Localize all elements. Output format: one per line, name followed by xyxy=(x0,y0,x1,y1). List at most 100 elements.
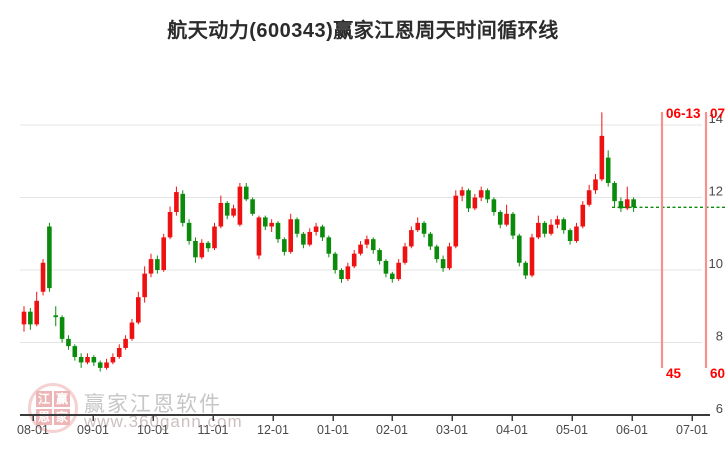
candle-body xyxy=(434,246,440,260)
candle-body xyxy=(167,212,173,238)
candle-body xyxy=(180,193,186,223)
candle-body xyxy=(396,262,401,280)
x-axis-label: 05-01 xyxy=(556,423,588,437)
candle-body xyxy=(72,346,78,357)
candle-body xyxy=(155,259,160,270)
candle-body xyxy=(377,250,382,261)
candle-body xyxy=(580,204,586,227)
candle-body xyxy=(478,190,484,198)
candle-body xyxy=(294,219,300,234)
candle-body xyxy=(631,199,636,208)
candle-body xyxy=(510,213,516,236)
candle-body xyxy=(320,226,325,238)
candle-body xyxy=(618,201,624,209)
candle-body xyxy=(332,253,338,270)
candle-body xyxy=(599,135,605,180)
candle-body xyxy=(390,273,395,280)
candle-body xyxy=(110,357,116,363)
y-axis-label: 14 xyxy=(709,111,723,126)
candle-body xyxy=(364,239,370,245)
candle-body xyxy=(447,246,452,269)
candle-body xyxy=(523,262,528,276)
watermark-logo-grid: 江 赢 恩 家 xyxy=(36,391,70,425)
watermark-logo-char: 家 xyxy=(54,409,70,425)
candle-body xyxy=(199,242,205,258)
candle-body xyxy=(466,190,471,209)
candle-body xyxy=(307,231,313,245)
candle-body xyxy=(415,222,420,231)
watermark-logo-char: 江 xyxy=(36,391,52,407)
candle-body xyxy=(123,338,128,348)
candle-body xyxy=(174,192,179,212)
candle-body xyxy=(205,242,211,249)
cycle-line-number-label: 60 xyxy=(710,366,725,381)
x-axis-label: 08-01 xyxy=(17,423,49,437)
candle-body xyxy=(459,190,465,196)
candle-body xyxy=(193,241,198,258)
candle-body xyxy=(497,212,503,225)
y-axis-label: 8 xyxy=(716,329,723,344)
candle-body xyxy=(40,262,46,292)
candle-body xyxy=(148,259,154,274)
x-axis-label: 06-01 xyxy=(616,423,648,437)
watermark-logo-char: 赢 xyxy=(54,391,70,407)
candle-body xyxy=(345,266,351,280)
candle-body xyxy=(491,199,497,212)
candle-body xyxy=(370,239,376,251)
watermark-logo: 江 赢 恩 家 xyxy=(28,383,78,433)
candle-body xyxy=(186,222,192,241)
x-axis-label: 10-01 xyxy=(137,423,169,437)
candle-body xyxy=(339,270,344,280)
candle-body xyxy=(409,230,414,247)
candle-body xyxy=(472,197,478,209)
candle-body xyxy=(517,235,522,263)
candle-body xyxy=(561,219,567,231)
candle-body xyxy=(53,315,59,318)
x-axis-label: 09-01 xyxy=(77,423,109,437)
candle-body xyxy=(313,226,319,232)
candle-body xyxy=(243,186,249,200)
candle-body xyxy=(612,183,617,202)
candle-body xyxy=(104,362,109,368)
candle-body xyxy=(485,190,490,200)
candle-body xyxy=(555,219,560,225)
candle-body xyxy=(256,217,262,256)
candle-body xyxy=(91,357,97,363)
candle-body xyxy=(224,202,230,216)
candle-body xyxy=(85,357,90,363)
watermark-site: www.360gann.com xyxy=(84,412,243,431)
candle-body xyxy=(453,195,459,247)
candle-body xyxy=(326,237,332,254)
candle-body xyxy=(421,222,427,234)
candle-body xyxy=(542,222,547,234)
candle-body xyxy=(129,322,135,339)
x-axis-label: 01-01 xyxy=(317,423,349,437)
candle-body xyxy=(269,222,274,227)
x-axis-label: 07-01 xyxy=(676,423,708,437)
candle-body xyxy=(282,239,287,252)
candle-body xyxy=(161,237,166,270)
x-axis-label: 04-01 xyxy=(496,423,528,437)
candle-body xyxy=(593,179,598,191)
candle-body xyxy=(574,226,579,241)
y-axis-label: 12 xyxy=(709,184,723,199)
candle-body xyxy=(440,259,446,269)
watermark-logo-char: 恩 xyxy=(36,409,52,425)
candle-body xyxy=(21,311,27,325)
y-axis-label: 6 xyxy=(716,401,723,416)
candle-body xyxy=(567,230,573,241)
x-axis-label: 03-01 xyxy=(436,423,468,437)
chart-title: 航天动力(600343)赢家江恩周天时间循环线 xyxy=(167,20,559,42)
watermark-brand: 赢家江恩软件 xyxy=(84,393,222,416)
cycle-line-date-label: 06-13 xyxy=(666,106,701,121)
candle-body xyxy=(212,226,217,249)
candle-body xyxy=(351,253,357,267)
y-axis-label: 10 xyxy=(709,256,723,271)
candle-body xyxy=(504,213,509,225)
candle-body xyxy=(142,273,147,298)
candle-body xyxy=(536,222,541,238)
candle-body xyxy=(275,222,281,240)
candle-body xyxy=(136,297,141,323)
